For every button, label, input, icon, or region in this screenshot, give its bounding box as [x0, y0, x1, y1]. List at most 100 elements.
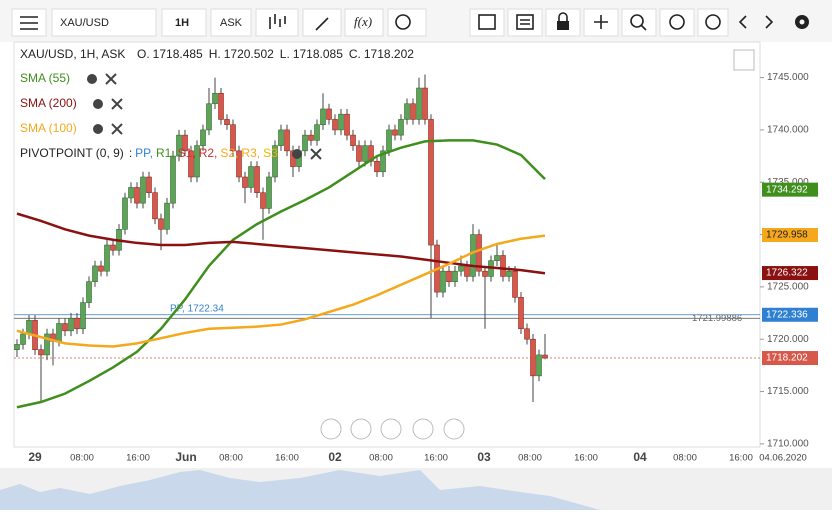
candle-body — [134, 187, 140, 204]
symbol: XAU/USD — [60, 17, 109, 29]
settings-icon[interactable] — [87, 74, 97, 84]
candle-body — [326, 108, 332, 120]
candle-body — [512, 270, 518, 298]
remove-icon[interactable] — [310, 148, 322, 160]
maximize-button[interactable] — [733, 49, 755, 71]
candle-body — [404, 103, 410, 120]
candle-body — [38, 349, 44, 356]
candle-body — [188, 150, 194, 178]
candle-body — [80, 302, 86, 330]
y-tick-label: 1740.000 — [767, 125, 809, 136]
candle-body — [104, 244, 110, 272]
zoom-in[interactable] — [412, 418, 434, 440]
candle-body — [272, 145, 278, 178]
legend-text: PP — [135, 146, 151, 160]
reset[interactable] — [380, 418, 402, 440]
sma-line — [16, 212, 546, 275]
candle-body — [56, 323, 62, 342]
zoom-button[interactable] — [621, 8, 657, 37]
candle-body — [158, 218, 164, 230]
interval: 1H — [175, 17, 189, 29]
settings-icon[interactable] — [93, 124, 103, 134]
candle-body — [26, 320, 32, 335]
candle-body — [464, 265, 470, 277]
back-button[interactable] — [738, 15, 747, 29]
crosshair-label: 1721.99886 — [692, 313, 742, 324]
price-tag — [762, 351, 818, 366]
pivot-legend: PIVOTPOINT (0, 9): PP, R1, S1, R2, S2, R3, S3 — [20, 146, 278, 160]
table-button[interactable] — [507, 8, 543, 37]
candle-body — [350, 134, 356, 146]
calendar-button[interactable] — [469, 8, 505, 37]
price-tag — [762, 227, 818, 242]
x-tick-label: 16:00 — [574, 453, 598, 464]
candle-body — [494, 255, 500, 262]
remove-icon[interactable] — [105, 73, 117, 85]
candle-body — [224, 119, 230, 125]
x-tick-label: 08:00 — [518, 453, 542, 464]
candle-body — [500, 255, 506, 277]
candle-body — [308, 134, 314, 141]
ohlc-text: C. — [349, 47, 361, 61]
legend-text: , — [150, 146, 153, 160]
y-tick-label: 1720.000 — [767, 334, 809, 345]
x-tick-label: Jun — [175, 450, 196, 464]
menu-button[interactable] — [11, 8, 47, 37]
candle-body — [422, 87, 428, 120]
price-tag — [762, 307, 818, 322]
candle-body — [152, 192, 158, 220]
upload-button[interactable] — [659, 8, 695, 37]
crosshair-button[interactable] — [583, 8, 619, 37]
candle-body — [218, 92, 224, 120]
candle-body — [452, 270, 458, 282]
lock-button[interactable] — [545, 8, 581, 37]
scroll-right[interactable] — [443, 418, 465, 440]
y-tick-label: 1715.000 — [767, 386, 809, 397]
candle-body — [530, 338, 536, 377]
x-tick-label: 02 — [328, 450, 342, 464]
price-tag-label: 1718.202 — [766, 353, 808, 364]
function-button[interactable]: f(x) — [344, 8, 384, 37]
candle-body — [470, 234, 476, 277]
download-button[interactable] — [697, 8, 729, 37]
ohlc-text: O. — [137, 47, 150, 61]
scroll-left[interactable] — [320, 418, 342, 440]
candle-body — [302, 134, 308, 152]
symbol-select[interactable]: XAU/USD — [51, 8, 157, 37]
remove-icon[interactable] — [111, 98, 123, 110]
info-button[interactable] — [387, 8, 427, 37]
pivot-label: PP, 1722.34 — [170, 303, 224, 314]
ohlc-text: 1718.485 — [153, 47, 203, 61]
candle-body — [518, 297, 524, 330]
settings-button[interactable] — [795, 15, 809, 29]
candle-body — [128, 187, 134, 199]
x-tick-label: 04.06.2020 — [759, 453, 807, 464]
price-tag-label: 1726.322 — [766, 268, 808, 279]
interval-select[interactable]: 1H — [161, 8, 207, 37]
settings-icon[interactable] — [292, 149, 302, 159]
ohlc-text: 1718.202 — [364, 47, 414, 61]
zoom-out[interactable] — [350, 418, 372, 440]
plot-area — [13, 41, 761, 448]
forward-button[interactable] — [765, 15, 774, 29]
candle-body — [14, 344, 20, 350]
settings-icon[interactable] — [93, 99, 103, 109]
price-tag — [762, 182, 818, 197]
candle-body — [20, 333, 26, 345]
sma-line — [16, 139, 546, 409]
legend-text: S3 — [263, 146, 278, 160]
candle-body — [320, 108, 326, 125]
candle-body — [344, 113, 350, 136]
candle-body — [248, 166, 254, 188]
candle-body — [440, 270, 446, 293]
price-type-select[interactable]: ASK — [210, 8, 252, 37]
candle-body — [278, 129, 284, 146]
chart-type-button[interactable] — [255, 8, 299, 37]
candle-body — [476, 234, 482, 272]
y-tick-label: 1745.000 — [767, 72, 809, 83]
x-tick-label: 16:00 — [729, 453, 753, 464]
candle-body — [236, 150, 242, 178]
remove-icon[interactable] — [111, 123, 123, 135]
draw-button[interactable] — [302, 8, 342, 37]
